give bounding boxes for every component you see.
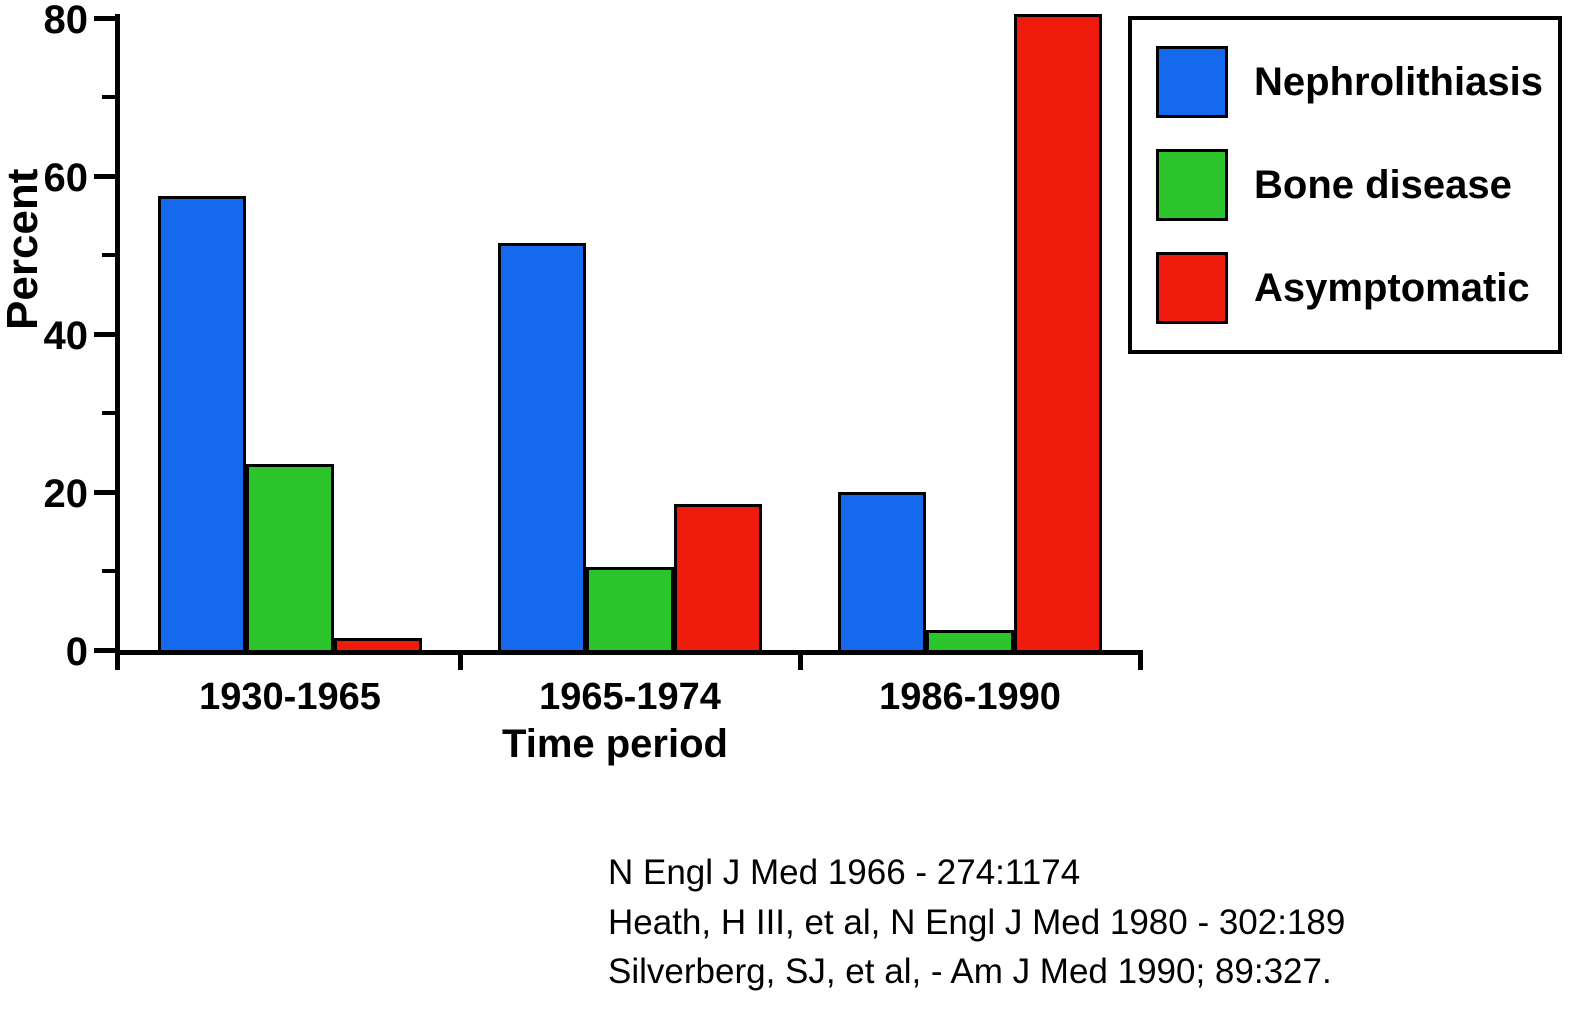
y-tick-label-60: 60 [43, 156, 89, 200]
y-tick-label-20: 20 [43, 472, 89, 516]
legend-swatch-bone-disease [1156, 149, 1228, 221]
legend-label-nephrolithiasis: Nephrolithiasis [1254, 59, 1543, 104]
y-major-tick-80 [94, 16, 115, 21]
bar-asymptomatic-1965-1974 [674, 503, 762, 653]
bar-nephrolithiasis-1965-1974 [498, 243, 586, 653]
x-tick-0 [115, 650, 120, 670]
legend-entry-bone-disease: Bone disease [1156, 149, 1534, 221]
legend-label-bone-disease: Bone disease [1254, 162, 1512, 207]
y-tick-label-80: 80 [43, 0, 89, 42]
legend-entry-nephrolithiasis: Nephrolithiasis [1156, 46, 1543, 118]
legend-swatch-asymptomatic [1156, 252, 1228, 324]
citations: N Engl J Med 1966 - 274:1174 Heath, H II… [608, 848, 1345, 997]
x-category-label-1986-1990: 1986-1990 [879, 676, 1061, 718]
legend-entry-asymptomatic: Asymptomatic [1156, 252, 1534, 324]
y-axis-line [115, 14, 120, 655]
y-tick-label-0: 0 [65, 630, 88, 674]
legend-label-asymptomatic: Asymptomatic [1254, 265, 1530, 310]
bar-bone-disease-1986-1990 [926, 630, 1014, 653]
y-minor-tick-30 [102, 411, 115, 415]
y-major-tick-60 [94, 174, 115, 179]
legend: Nephrolithiasis Bone disease Asymptomati… [1128, 16, 1562, 354]
y-major-tick-20 [94, 490, 115, 495]
x-tick-2 [798, 650, 803, 670]
bar-bone-disease-1965-1974 [586, 567, 674, 653]
bar-nephrolithiasis-1986-1990 [838, 492, 926, 653]
citation-line-3: Silverberg, SJ, et al, - Am J Med 1990; … [608, 952, 1332, 992]
x-category-label-1930-1965: 1930-1965 [199, 676, 381, 718]
y-major-tick-40 [94, 332, 115, 337]
y-minor-tick-50 [102, 253, 115, 257]
citation-line-1: N Engl J Med 1966 - 274:1174 [608, 853, 1081, 892]
y-major-tick-0 [94, 648, 115, 653]
bar-nephrolithiasis-1930-1965 [158, 195, 246, 653]
y-minor-tick-10 [102, 569, 115, 573]
citation-line-2: Heath, H III, et al, N Engl J Med 1980 -… [608, 902, 1346, 942]
bar-asymptomatic-1986-1990 [1014, 14, 1102, 653]
y-minor-tick-70 [102, 95, 115, 99]
legend-swatch-nephrolithiasis [1156, 46, 1228, 118]
x-axis-title: Time period [502, 722, 728, 766]
bar-asymptomatic-1930-1965 [334, 638, 422, 653]
bar-bone-disease-1930-1965 [246, 464, 334, 653]
x-category-label-1965-1974: 1965-1974 [539, 676, 721, 718]
y-tick-label-40: 40 [43, 314, 89, 358]
x-tick-3 [1138, 650, 1143, 670]
x-tick-1 [458, 650, 463, 670]
